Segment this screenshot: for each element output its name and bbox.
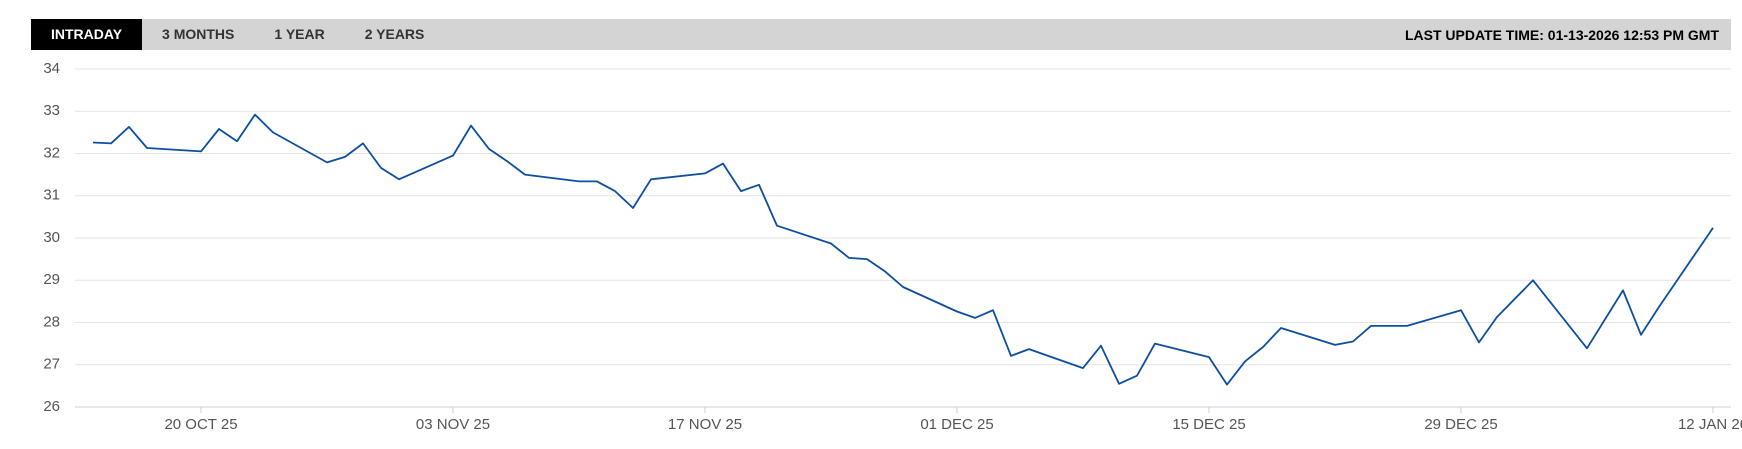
price-line xyxy=(92,113,1714,386)
y-tick-label: 27 xyxy=(43,356,60,373)
y-tick-label: 32 xyxy=(43,144,60,161)
y-tick-label: 33 xyxy=(43,102,60,119)
x-tick-label: 03 NOV 25 xyxy=(416,416,490,433)
x-tick-label: 01 DEC 25 xyxy=(920,416,993,433)
x-tick-label: 15 DEC 25 xyxy=(1172,416,1245,433)
y-tick-label: 31 xyxy=(43,187,60,204)
tab-bar: INTRADAY 3 MONTHS 1 YEAR 2 YEARS LAST UP… xyxy=(31,19,1731,50)
y-tick-label: 34 xyxy=(43,60,60,77)
tab[interactable]: INTRADAY xyxy=(31,19,143,50)
tab[interactable]: 3 MONTHS xyxy=(162,26,235,42)
y-tick-label: 29 xyxy=(43,271,60,288)
x-tick-label: 17 NOV 25 xyxy=(668,416,742,433)
y-tick-label: 28 xyxy=(43,313,60,330)
y-tick-label: 30 xyxy=(43,229,60,246)
tab[interactable]: 1 YEAR xyxy=(274,26,325,42)
y-tick-label: 26 xyxy=(43,398,60,415)
x-tick-label: 29 DEC 25 xyxy=(1424,416,1497,433)
last-update: LAST UPDATE TIME: 01-13-2026 12:53 PM GM… xyxy=(1404,26,1719,43)
tab[interactable]: 2 YEARS xyxy=(364,26,425,42)
x-tick-label: 12 JAN 26 xyxy=(1678,416,1742,433)
x-tick-label: 20 OCT 25 xyxy=(164,416,237,433)
